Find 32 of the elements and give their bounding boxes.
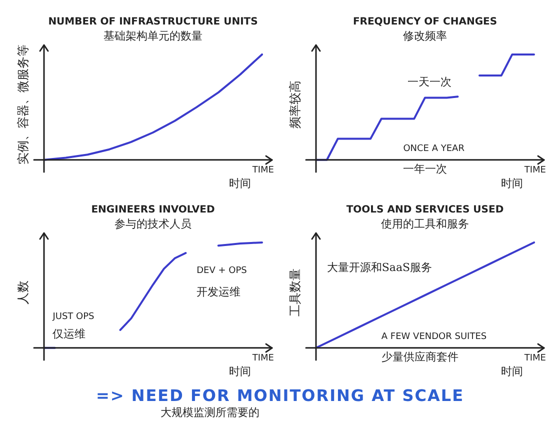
text: => NEED FOR MONITORING AT SCALE [94,386,466,405]
chart-subtitle: 修改频率 [403,29,447,42]
chart-title: NUMBER OF INFRASTRUCTURE UNITS [48,16,258,28]
text: 时间 [229,364,252,378]
chart-subtitle: 使用的工具和服务 [381,217,469,230]
text: 大规模监测所需要的 [160,405,260,420]
chart-subtitle: 基础架构单元的数量 [104,29,202,42]
y-axis-title: 工具数量 [288,268,302,317]
text: 时间 [229,176,252,190]
annotation: A FEW VENDOR SUITES [381,332,487,342]
text: 一年一次 [403,162,448,176]
y-axis-title: 人数 [16,280,30,305]
x-axis-title: TIME [251,166,274,176]
chart-subtitle: 参与的技术人员 [114,217,192,230]
x-axis-title: TIME [523,166,546,176]
annotation: 开发运维 [196,285,241,298]
annotation: ONCE A YEAR [403,144,464,154]
y-axis-title: 实例、容器、微服务等 [16,44,30,165]
text: 时间 [501,364,524,378]
annotation: DEV + OPS [196,266,248,276]
text: 少量供应商套件 [381,350,458,364]
annotation: 大量开源和SaaS服务 [326,261,432,274]
chart-title: FREQUENCY OF CHANGES [352,16,498,28]
text: 时间 [501,176,524,190]
annotation: JUST OPS [52,312,95,322]
y-axis-title: 频率较高 [288,80,302,129]
x-axis-title: TIME [523,354,546,364]
chart-title: ENGINEERS INVOLVED [91,204,215,216]
x-axis-title: TIME [251,354,274,364]
annotation: 仅运维 [52,327,86,340]
annotation: 一天一次 [408,75,452,88]
chart-title: TOOLS AND SERVICES USED [346,204,504,216]
